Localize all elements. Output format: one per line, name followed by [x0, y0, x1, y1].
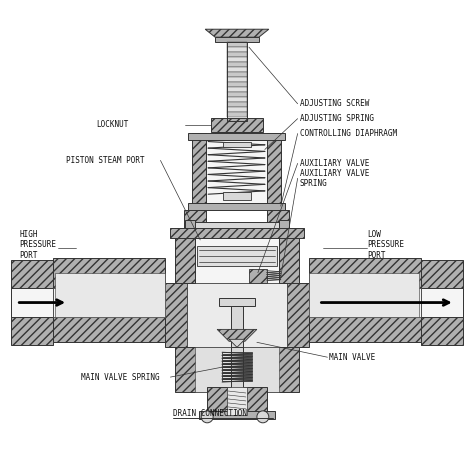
Bar [188, 203, 285, 210]
Polygon shape [217, 329, 257, 341]
Bar [53, 258, 165, 342]
Bar [309, 273, 419, 318]
Bar [211, 118, 263, 132]
Bar [227, 72, 247, 77]
Bar [227, 107, 247, 112]
Bar [185, 220, 195, 228]
Bar [11, 287, 53, 318]
Polygon shape [205, 29, 269, 37]
Bar [227, 52, 247, 57]
Bar [249, 269, 267, 283]
Bar [187, 283, 287, 347]
Bar [215, 37, 259, 42]
Text: DRAIN CONNECTION: DRAIN CONNECTION [173, 409, 247, 418]
Text: HIGH
PRESSURE
PORT: HIGH PRESSURE PORT [19, 230, 56, 260]
Bar [421, 287, 463, 318]
Bar [184, 222, 289, 228]
Bar [195, 238, 279, 283]
Bar [53, 287, 165, 318]
Bar [207, 387, 267, 415]
Bar [287, 283, 309, 347]
Text: LOW
PRESSURE
PORT: LOW PRESSURE PORT [367, 230, 404, 260]
Bar [227, 387, 247, 415]
Bar [421, 260, 463, 345]
Text: CONTROLLING DIAPHRAGM: CONTROLLING DIAPHRAGM [300, 129, 397, 138]
Bar [227, 87, 247, 92]
Text: LOCKNUT: LOCKNUT [96, 120, 128, 129]
Bar [215, 132, 259, 138]
Bar [227, 67, 247, 72]
Bar [309, 258, 421, 342]
Bar [188, 133, 285, 139]
Text: ADJUSTING SCREW: ADJUSTING SCREW [300, 99, 369, 108]
Bar [231, 347, 243, 402]
Bar [267, 210, 289, 228]
Bar [227, 42, 247, 121]
Bar [219, 298, 255, 306]
Bar [192, 133, 206, 210]
Bar [223, 142, 251, 148]
Text: ADJUSTING SPRING: ADJUSTING SPRING [300, 114, 374, 123]
Text: MAIN VALVE: MAIN VALVE [329, 353, 376, 361]
Bar [197, 246, 277, 266]
Bar [227, 57, 247, 62]
Bar [55, 273, 165, 318]
Bar [309, 287, 421, 318]
Bar [279, 220, 289, 228]
Bar [11, 260, 53, 345]
Circle shape [201, 411, 213, 423]
Bar [175, 228, 195, 283]
Bar [227, 92, 247, 97]
Bar [227, 102, 247, 107]
Bar [165, 283, 187, 347]
Bar [206, 139, 267, 203]
Bar [223, 192, 251, 200]
Bar [231, 306, 243, 355]
Bar [171, 228, 303, 238]
Bar [227, 77, 247, 82]
Bar [227, 82, 247, 87]
Bar [184, 210, 206, 228]
Bar [227, 42, 247, 47]
Bar [227, 97, 247, 102]
Bar [175, 347, 299, 392]
Text: AUXILIARY VALVE
SPRING: AUXILIARY VALVE SPRING [300, 169, 369, 188]
Bar [227, 62, 247, 67]
Circle shape [257, 411, 269, 423]
Bar [199, 411, 275, 419]
Bar [267, 133, 281, 210]
Bar [227, 47, 247, 52]
Text: AUXILIARY VALVE: AUXILIARY VALVE [300, 159, 369, 168]
Bar [195, 347, 279, 392]
Text: PISTON STEAM PORT: PISTON STEAM PORT [66, 156, 145, 165]
Bar [227, 112, 247, 117]
Polygon shape [229, 339, 245, 347]
Text: MAIN VALVE SPRING: MAIN VALVE SPRING [81, 372, 160, 382]
Bar [279, 228, 299, 283]
